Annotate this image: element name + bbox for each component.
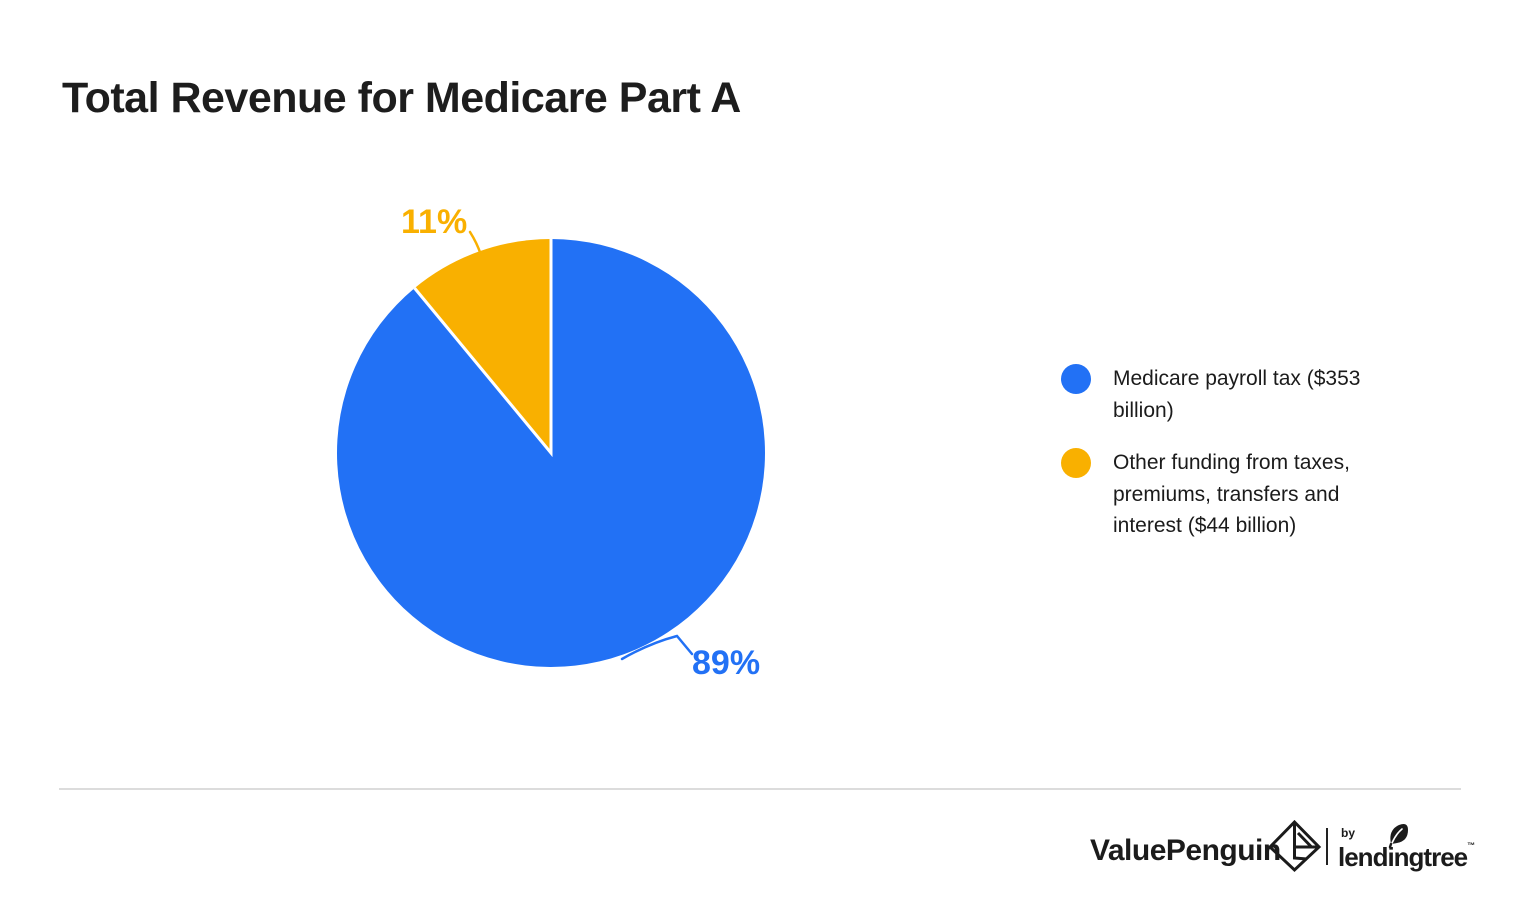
leader-line-medicare	[620, 634, 694, 661]
legend-label: Medicare payroll tax ($353 billion)	[1113, 367, 1361, 422]
pie-chart	[336, 230, 765, 667]
horizontal-divider	[59, 788, 1461, 790]
legend-item-medicare-payroll-tax[interactable]: Medicare payroll tax ($353 billion)	[1061, 363, 1441, 426]
legend-dot-orange-icon	[1061, 448, 1091, 478]
lendingtree-leaf-icon	[1388, 823, 1408, 848]
by-label: by	[1341, 826, 1356, 840]
valuepenguin-wordmark: ValuePenguin	[1090, 834, 1281, 867]
valuepenguin-diamond-icon	[1268, 819, 1322, 873]
legend-item-other-funding[interactable]: Other funding from taxes, premiums, tran…	[1061, 447, 1441, 542]
lendingtree-wordmark: lendingtree™	[1338, 841, 1475, 873]
leader-line-other-funding	[468, 230, 483, 257]
legend-dot-blue-icon	[1061, 364, 1091, 394]
legend-label: Other funding from taxes, premiums, tran…	[1113, 451, 1350, 537]
chart-legend: Medicare payroll tax ($353 billion) Othe…	[1061, 363, 1441, 542]
footer-brand: ValuePenguin by lendingtree™	[1088, 815, 1475, 875]
lendingtree-text: lendingtree	[1338, 842, 1468, 872]
chart-title: Total Revenue for Medicare Part A	[62, 74, 741, 122]
lendingtree-trademark: ™	[1467, 841, 1476, 850]
pie-slice-other-funding[interactable]	[414, 239, 551, 453]
data-label-other-funding-percent: 11%	[401, 203, 468, 241]
slice-separator-lines	[413, 239, 553, 458]
data-label-medicare-percent: 89%	[692, 644, 761, 682]
logo-separator	[1326, 828, 1328, 865]
